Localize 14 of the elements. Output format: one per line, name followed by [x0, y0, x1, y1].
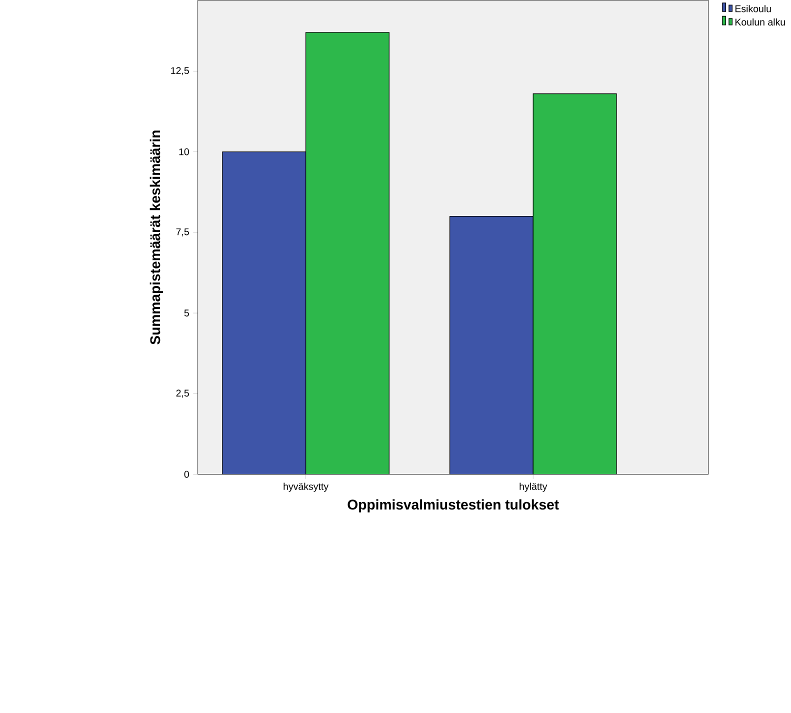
bar	[222, 151, 306, 474]
y-tick-label: 7,5	[176, 228, 189, 236]
x-tick-label: hylätty	[520, 482, 548, 492]
legend-label: Koulun alku	[735, 18, 785, 26]
y-tick-label: 5	[184, 310, 189, 316]
x-axis-title: Oppimisvalmiustestien tulokset	[348, 499, 559, 512]
legend-label: Esikoulu	[735, 5, 771, 12]
y-tick-label: 12,5	[171, 67, 189, 76]
y-tick-label: 2,5	[176, 390, 189, 398]
y-tick-label: 10	[179, 148, 189, 156]
x-tick-label: hyväksytty	[284, 482, 329, 492]
y-axis-title: Summapistemäärät keskimäärin	[150, 130, 163, 344]
y-tick-label: 0	[184, 470, 189, 478]
bar	[449, 216, 534, 474]
